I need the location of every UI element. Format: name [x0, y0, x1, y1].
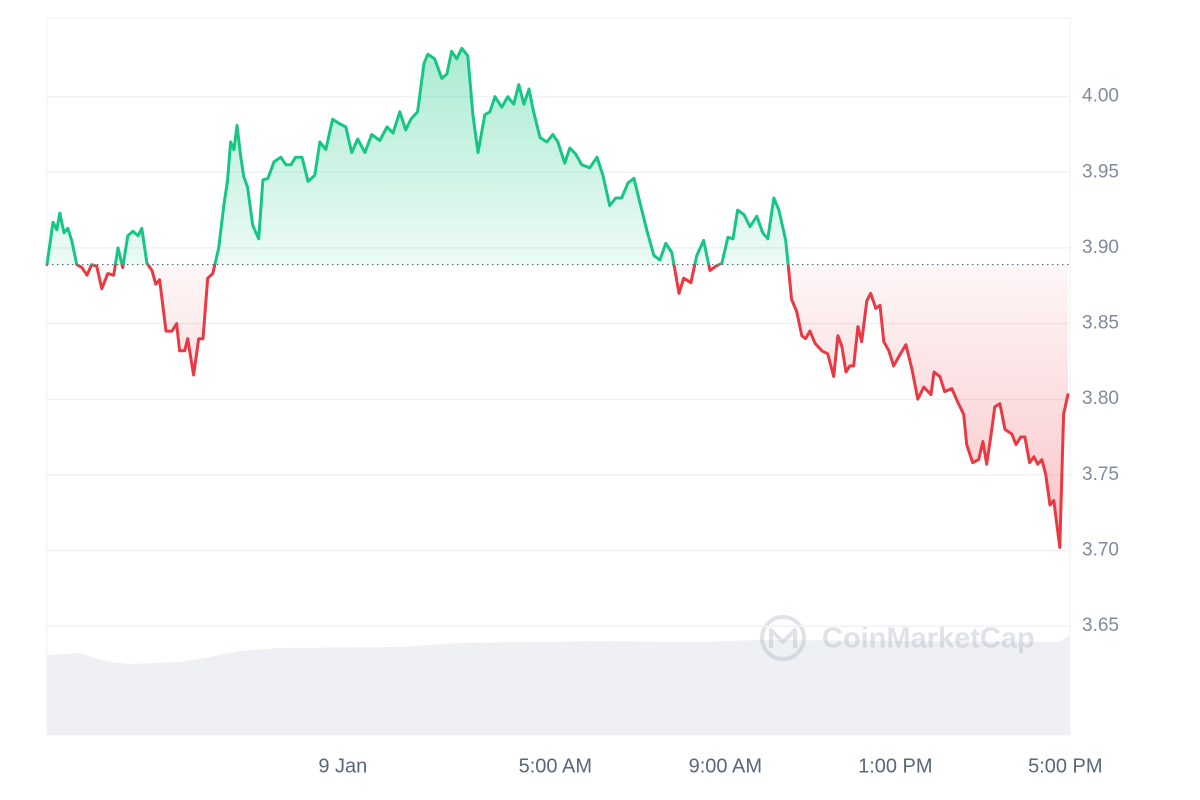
x-tick-label: 9:00 AM	[689, 755, 762, 777]
y-tick-label: 3.70	[1082, 539, 1119, 560]
x-tick-label: 5:00 PM	[1028, 755, 1102, 777]
y-tick-label: 3.80	[1082, 388, 1119, 409]
area	[47, 48, 1068, 548]
x-tick-label: 5:00 AM	[519, 755, 592, 777]
volume-background	[47, 636, 1070, 735]
y-tick-label: 3.75	[1082, 464, 1119, 485]
x-tick-label: 1:00 PM	[858, 755, 932, 777]
watermark-text: CoinMarketCap	[822, 623, 1035, 655]
watermark: CoinMarketCap	[760, 615, 1035, 661]
x-tick-label: 9 Jan	[318, 755, 367, 777]
y-tick-label: 3.65	[1082, 615, 1119, 636]
price-line	[45, 46, 1070, 549]
y-tick-label: 3.85	[1082, 313, 1119, 334]
y-tick-label: 3.95	[1082, 161, 1119, 182]
y-tick-label: 3.90	[1082, 237, 1119, 258]
y-tick-label: 4.00	[1082, 86, 1119, 107]
